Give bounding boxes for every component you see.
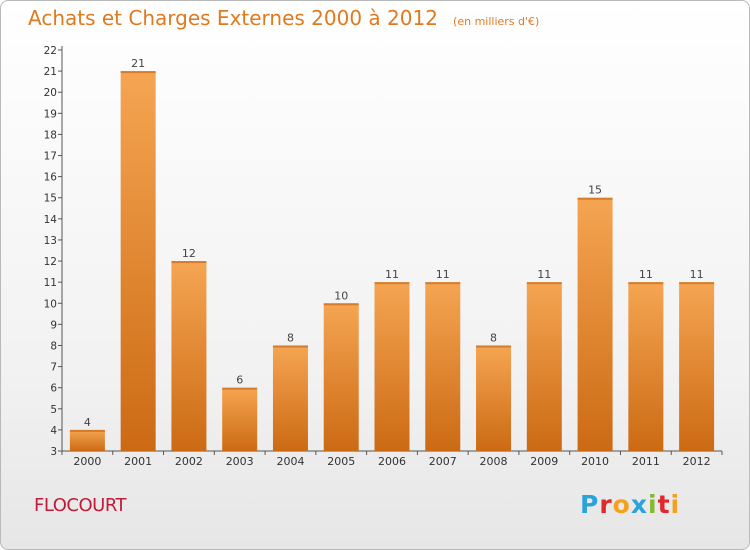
bar-2012: [679, 282, 715, 451]
bars: [69, 71, 715, 452]
bar-2004: [272, 345, 308, 451]
x-tick-label: 2001: [124, 455, 152, 468]
x-tick-label: 2008: [480, 455, 508, 468]
bar-top-edge: [171, 261, 207, 264]
logo-letter: r: [599, 490, 613, 519]
y-tick-label: 11: [44, 277, 57, 289]
y-tick-label: 8: [50, 340, 57, 352]
bar-top-edge: [323, 303, 359, 306]
bar-2003: [222, 387, 258, 451]
logo-letter: i: [648, 490, 658, 519]
y-tick-label: 5: [50, 404, 57, 416]
chart-title: Achats et Charges Externes 2000 à 2012: [28, 6, 438, 30]
y-tick-label: 12: [44, 256, 57, 268]
x-tick-label: 2011: [632, 455, 660, 468]
x-tick-label: 2007: [429, 455, 457, 468]
x-tick-label: 2010: [581, 455, 609, 468]
y-tick-label: 15: [44, 193, 57, 205]
y-tick-label: 10: [44, 298, 57, 310]
bar-2002: [171, 261, 207, 451]
title-row: Achats et Charges Externes 2000 à 2012 (…: [28, 6, 539, 30]
commune-name: FLOCOURT: [34, 495, 127, 516]
x-tick-label: 2006: [378, 455, 406, 468]
chart-unit: (en milliers d'€): [453, 15, 540, 28]
bar-top-edge: [222, 387, 258, 390]
x-tick-label: 2012: [683, 455, 711, 468]
y-tick-label: 13: [44, 235, 57, 247]
y-tick-label: 6: [50, 383, 57, 395]
y-tick-label: 20: [44, 87, 57, 99]
bar-2008: [476, 345, 512, 451]
bar-2000: [69, 429, 105, 451]
y-tick-label: 9: [50, 319, 57, 331]
x-tick-label: 2000: [73, 455, 101, 468]
bar-2010: [577, 197, 613, 451]
bar-2001: [120, 71, 156, 452]
y-tick-label: 4: [50, 425, 57, 437]
y-tick-label: 21: [44, 66, 57, 78]
bar-top-edge: [628, 282, 664, 285]
bar-2009: [526, 282, 562, 451]
value-label: 21: [131, 57, 145, 70]
logo-letter: o: [612, 490, 631, 519]
data-labels: 4 21 12 6 8 10 11 11 8 11 15 11 11: [84, 57, 704, 429]
bar-2006: [374, 282, 410, 451]
x-tick-label: 2003: [226, 455, 254, 468]
y-tick-label: 18: [44, 129, 57, 141]
bar-2011: [628, 282, 664, 451]
value-label: 11: [639, 268, 653, 281]
value-label: 6: [236, 374, 243, 387]
y-tick-label: 19: [44, 108, 57, 120]
bar-top-edge: [272, 345, 308, 348]
logo-letter: P: [580, 490, 600, 519]
value-label: 12: [182, 247, 196, 260]
y-tick-label: 16: [44, 172, 58, 184]
bar-top-edge: [526, 282, 562, 285]
y-tick-label: 17: [44, 151, 57, 163]
logo-letter: x: [630, 490, 648, 519]
x-tick-label: 2005: [327, 455, 355, 468]
x-tick-label: 2002: [175, 455, 203, 468]
bar-top-edge: [374, 282, 410, 285]
y-tick-label: 14: [44, 214, 58, 226]
x-tick-label: 2004: [276, 455, 304, 468]
value-label: 11: [690, 268, 704, 281]
bar-top-edge: [577, 197, 613, 200]
y-tick-label: 7: [50, 362, 57, 374]
value-label: 8: [287, 331, 294, 344]
value-label: 15: [588, 184, 602, 197]
value-label: 10: [334, 289, 348, 302]
x-tick-label: 2009: [530, 455, 558, 468]
value-label: 4: [84, 416, 91, 429]
bar-top-edge: [679, 282, 715, 285]
bar-top-edge: [425, 282, 461, 285]
bar-top-edge: [120, 71, 156, 74]
bar-2007: [425, 282, 461, 451]
proxiti-logo[interactable]: Proxiti: [580, 490, 680, 519]
y-tick-label: 3: [50, 446, 57, 458]
value-label: 11: [537, 268, 551, 281]
value-label: 8: [490, 331, 497, 344]
logo-letter: t: [657, 490, 671, 519]
bar-top-edge: [69, 429, 105, 432]
bar-top-edge: [476, 345, 512, 348]
y-tick-label: 22: [44, 45, 57, 57]
value-label: 11: [436, 268, 450, 281]
bar-2005: [323, 303, 359, 451]
value-label: 11: [385, 268, 399, 281]
logo-letter: i: [670, 490, 681, 519]
